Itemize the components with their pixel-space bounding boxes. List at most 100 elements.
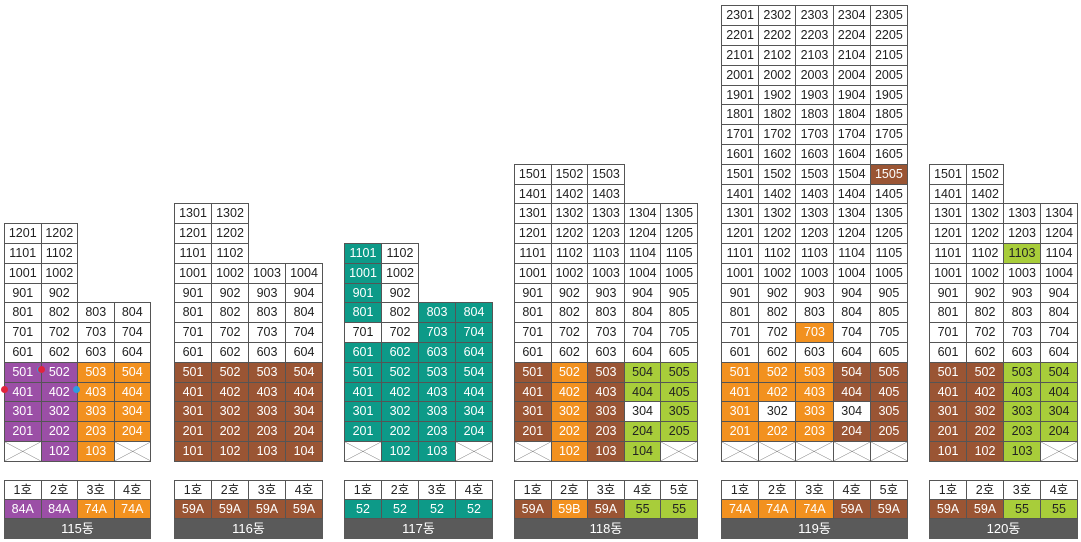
unit-cell[interactable]: 303 xyxy=(77,401,115,423)
unit-cell[interactable]: 303 xyxy=(587,401,625,423)
unit-cell[interactable]: 504 xyxy=(623,361,662,383)
unit-cell[interactable]: 1102 xyxy=(40,243,78,264)
unit-cell[interactable]: 1402 xyxy=(758,183,797,205)
unit-cell[interactable]: 2105 xyxy=(869,45,908,66)
unit-cell[interactable]: 1303 xyxy=(795,203,834,225)
unit-cell[interactable]: 103 xyxy=(418,441,456,462)
unit-cell[interactable]: 1305 xyxy=(869,203,908,225)
unit-cell[interactable]: 303 xyxy=(418,401,456,423)
unit-cell[interactable]: 802 xyxy=(966,302,1004,324)
unit-cell[interactable]: 304 xyxy=(285,401,323,423)
unit-cell[interactable]: 301 xyxy=(929,401,967,423)
unit-cell[interactable]: 905 xyxy=(869,282,908,304)
unit-cell[interactable]: 402 xyxy=(550,381,589,403)
unit-cell[interactable]: 2302 xyxy=(758,5,797,27)
unit-cell[interactable]: 801 xyxy=(174,302,212,324)
unit-cell[interactable]: 1005 xyxy=(869,262,908,284)
unit-cell[interactable]: 804 xyxy=(1040,302,1078,324)
unit-cell[interactable]: 903 xyxy=(248,282,286,304)
unit-cell[interactable]: 502 xyxy=(966,361,1004,383)
unit-cell[interactable]: 604 xyxy=(1040,342,1078,363)
unit-cell[interactable]: 1001 xyxy=(344,262,382,284)
unit-cell[interactable]: 102 xyxy=(211,441,249,462)
unit-cell[interactable]: 601 xyxy=(4,342,42,363)
unit-cell[interactable]: 1201 xyxy=(721,223,760,244)
unit-cell[interactable]: 205 xyxy=(869,421,908,442)
unit-cell[interactable]: 1001 xyxy=(174,262,212,284)
unit-cell[interactable]: 901 xyxy=(929,282,967,304)
unit-cell[interactable]: 202 xyxy=(758,421,797,442)
unit-cell[interactable]: 701 xyxy=(929,322,967,343)
unit-cell[interactable]: 702 xyxy=(211,322,249,343)
unit-cell[interactable]: 501 xyxy=(929,361,967,383)
unit-cell[interactable]: 302 xyxy=(758,401,797,423)
unit-cell[interactable]: 1105 xyxy=(660,243,698,264)
unit-cell[interactable]: 302 xyxy=(381,401,419,423)
unit-cell[interactable]: 402 xyxy=(40,381,78,403)
unit-cell[interactable]: 702 xyxy=(758,322,797,343)
unit-cell[interactable]: 401 xyxy=(4,381,42,403)
unit-cell[interactable]: 1303 xyxy=(587,203,625,225)
unit-cell[interactable]: 601 xyxy=(929,342,967,363)
unit-cell[interactable]: 702 xyxy=(966,322,1004,343)
unit-cell[interactable]: 1303 xyxy=(1003,203,1041,225)
unit-cell[interactable]: 203 xyxy=(795,421,834,442)
unit-cell[interactable]: 202 xyxy=(966,421,1004,442)
unit-cell[interactable]: 401 xyxy=(344,381,382,403)
unit-cell[interactable]: 1401 xyxy=(721,183,760,205)
unit-cell[interactable]: 1004 xyxy=(1040,262,1078,284)
unit-cell[interactable]: 902 xyxy=(211,282,249,304)
unit-cell[interactable]: 803 xyxy=(795,302,834,324)
unit-cell[interactable]: 403 xyxy=(248,381,286,403)
unit-cell[interactable]: 602 xyxy=(966,342,1004,363)
unit-cell[interactable]: 902 xyxy=(966,282,1004,304)
unit-cell[interactable]: 505 xyxy=(869,361,908,383)
unit-cell[interactable]: 502 xyxy=(550,361,589,383)
unit-cell[interactable]: 1101 xyxy=(344,243,382,264)
unit-cell[interactable]: 1102 xyxy=(758,243,797,264)
unit-cell[interactable]: 1102 xyxy=(966,243,1004,264)
unit-cell[interactable]: 1603 xyxy=(795,144,834,165)
unit-cell[interactable]: 604 xyxy=(455,342,493,363)
unit-cell[interactable]: 604 xyxy=(113,342,151,363)
unit-cell[interactable]: 505 xyxy=(660,361,698,383)
unit-cell[interactable]: 804 xyxy=(455,302,493,324)
unit-cell[interactable]: 604 xyxy=(623,342,662,363)
unit-cell[interactable]: 202 xyxy=(40,421,78,442)
unit-cell[interactable]: 705 xyxy=(869,322,908,343)
unit-cell[interactable]: 204 xyxy=(623,421,662,442)
unit-cell[interactable]: 802 xyxy=(550,302,589,324)
unit-cell[interactable]: 1101 xyxy=(721,243,760,264)
unit-cell[interactable]: 104 xyxy=(285,441,323,462)
unit-cell[interactable]: 1204 xyxy=(623,223,662,244)
unit-cell[interactable]: 803 xyxy=(587,302,625,324)
unit-cell[interactable]: 1901 xyxy=(721,84,760,106)
unit-cell[interactable]: 703 xyxy=(1003,322,1041,343)
unit-cell[interactable]: 301 xyxy=(514,401,552,423)
unit-cell[interactable]: 1601 xyxy=(721,144,760,165)
unit-cell[interactable]: 404 xyxy=(832,381,871,403)
unit-cell[interactable]: 605 xyxy=(660,342,698,363)
unit-cell[interactable]: 502 xyxy=(40,361,78,383)
unit-cell[interactable]: 203 xyxy=(587,421,625,442)
unit-cell[interactable]: 1002 xyxy=(211,262,249,284)
unit-cell[interactable]: 304 xyxy=(623,401,662,423)
unit-cell[interactable]: 1004 xyxy=(832,262,871,284)
unit-cell[interactable]: 604 xyxy=(832,342,871,363)
unit-cell[interactable]: 1002 xyxy=(550,262,589,284)
unit-cell[interactable]: 301 xyxy=(174,401,212,423)
unit-cell[interactable]: 1302 xyxy=(211,203,249,225)
unit-cell[interactable]: 1101 xyxy=(174,243,212,264)
unit-cell[interactable]: 102 xyxy=(550,441,589,462)
unit-cell[interactable]: 501 xyxy=(344,361,382,383)
unit-cell[interactable]: 803 xyxy=(77,302,115,324)
unit-cell[interactable]: 804 xyxy=(285,302,323,324)
unit-cell[interactable]: 303 xyxy=(795,401,834,423)
unit-cell[interactable]: 1101 xyxy=(929,243,967,264)
unit-cell[interactable]: 1003 xyxy=(795,262,834,284)
unit-cell[interactable]: 1402 xyxy=(550,183,589,205)
unit-cell[interactable]: 1302 xyxy=(550,203,589,225)
unit-cell[interactable]: 805 xyxy=(660,302,698,324)
unit-cell[interactable]: 303 xyxy=(248,401,286,423)
unit-cell[interactable]: 402 xyxy=(758,381,797,403)
